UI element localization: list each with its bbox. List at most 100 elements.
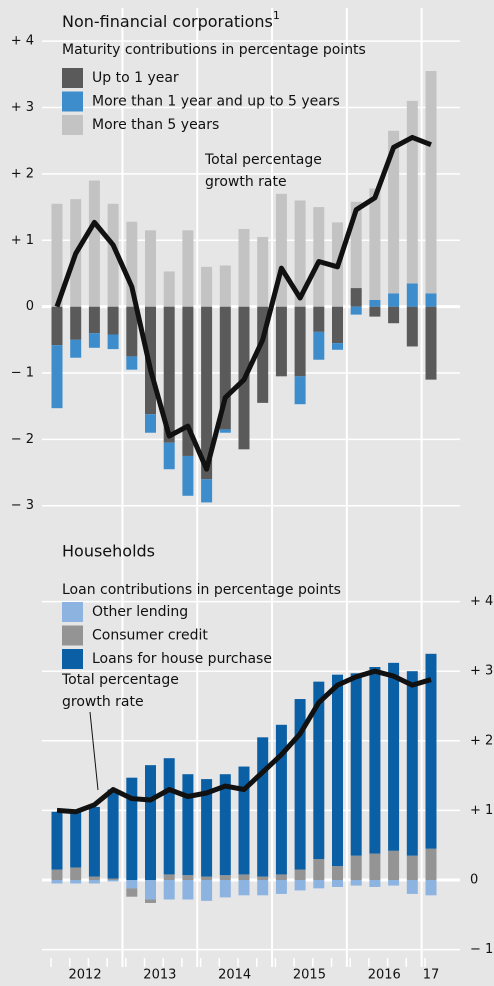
- bar-segment: [425, 653, 437, 849]
- bar-segment: [388, 880, 400, 886]
- bar-segment: [51, 811, 63, 870]
- legend-label: Up to 1 year: [92, 70, 179, 86]
- y-tick-label: + 1: [470, 803, 493, 818]
- line: [56, 668, 432, 815]
- y-tick-label: − 1: [11, 366, 34, 381]
- bar-segment: [88, 880, 100, 884]
- legend-label: More than 5 years: [92, 117, 219, 133]
- x-tick-label: 2015: [293, 968, 326, 983]
- bar-segment: [219, 880, 231, 898]
- bar-segment: [332, 866, 343, 880]
- x-tick-label: 2013: [143, 968, 176, 983]
- bar-segment: [70, 811, 82, 868]
- bar-segment: [126, 306, 138, 357]
- bar-segment: [294, 880, 306, 891]
- bar-segment: [313, 859, 325, 880]
- bar-segment: [406, 855, 418, 880]
- bar-segment: [369, 853, 381, 880]
- bar-segment: [88, 333, 100, 348]
- legend-swatch: [62, 649, 83, 669]
- bar-segment: [51, 306, 63, 346]
- bar-segment: [406, 100, 418, 284]
- legend-label: Loans for house purchase: [92, 651, 272, 667]
- bar-segment: [294, 376, 306, 405]
- bar-segment: [182, 875, 194, 880]
- marks: [51, 71, 437, 903]
- y-tick-label: + 4: [11, 34, 34, 49]
- bar-segment: [406, 671, 418, 856]
- bar-segment: [201, 880, 213, 901]
- bar-segment: [313, 331, 325, 360]
- bar-segment: [145, 880, 156, 900]
- y-tick-label: + 2: [470, 733, 493, 748]
- bar-segment: [406, 880, 418, 894]
- bar-segment: [51, 869, 63, 880]
- legend-label: More than 1 year and up to 5 years: [92, 94, 340, 110]
- bar-segment: [257, 876, 269, 880]
- legend-swatch: [62, 91, 83, 112]
- bar-segment: [406, 283, 418, 307]
- y-tick-label: − 2: [11, 432, 34, 447]
- bar-segment: [182, 880, 194, 900]
- bar-segment: [350, 880, 362, 886]
- bar-segment: [257, 236, 269, 307]
- bar-segment: [350, 306, 362, 315]
- legend-swatch: [62, 625, 83, 646]
- bar-segment: [369, 300, 381, 307]
- bar-segment: [332, 880, 343, 887]
- bar-segment: [238, 766, 250, 875]
- bar-segment: [313, 681, 325, 860]
- annotation: growth rate: [205, 174, 287, 190]
- bar-segment: [219, 306, 231, 430]
- bar-segment: [88, 806, 100, 877]
- bar-segment: [145, 765, 156, 880]
- bar-segment: [126, 777, 138, 880]
- bar-segment: [163, 442, 175, 470]
- bar-segment: [294, 200, 306, 307]
- annotation: Total percentage: [204, 152, 322, 168]
- chart-title: Households: [62, 542, 155, 561]
- legend-label: Consumer credit: [92, 628, 208, 644]
- line: [54, 134, 432, 472]
- y-tick-label: + 1: [11, 233, 34, 248]
- bar-segment: [88, 180, 100, 307]
- bar-segment: [425, 848, 437, 880]
- bar-segment: [219, 265, 231, 307]
- bar-segment: [294, 869, 306, 880]
- bar-segment: [163, 271, 175, 307]
- x-tick-label: 2016: [368, 968, 401, 983]
- bar-segment: [388, 662, 400, 851]
- bar-segment: [388, 293, 400, 307]
- bar-segment: [88, 876, 100, 880]
- x-tick-label: 2014: [218, 968, 251, 983]
- bar-segment: [51, 345, 63, 409]
- bar-segment: [275, 193, 287, 307]
- y-tick-label: + 3: [11, 100, 34, 115]
- bar-segment: [107, 880, 119, 882]
- bar-segment: [313, 306, 325, 332]
- bar-segment: [219, 875, 231, 880]
- bar-segment: [369, 188, 381, 300]
- bar-segment: [425, 880, 437, 896]
- bar-segment: [219, 429, 231, 433]
- bar-segment: [201, 779, 213, 877]
- bar-segment: [70, 306, 82, 340]
- bar-segment: [238, 880, 250, 896]
- y-tick-label: − 3: [11, 498, 34, 513]
- bar-segment: [107, 334, 119, 350]
- bar-segment: [145, 899, 156, 903]
- labels: Non-financial corporations1 Maturity con…: [11, 9, 494, 983]
- title-text: Non-financial corporations: [62, 12, 273, 31]
- bar-segment: [294, 306, 306, 377]
- chart-subtitle: Loan contributions in percentage points: [62, 582, 341, 598]
- y-tick-label: + 4: [470, 594, 493, 609]
- bar-segment: [369, 667, 381, 854]
- bar-segment: [294, 699, 306, 870]
- chart-title: Non-financial corporations1: [62, 9, 280, 31]
- bar-segment: [257, 737, 269, 877]
- bar-segment: [275, 724, 287, 875]
- bar-segment: [388, 130, 400, 294]
- y-tick-label: + 2: [11, 166, 34, 181]
- bar-segment: [313, 207, 325, 307]
